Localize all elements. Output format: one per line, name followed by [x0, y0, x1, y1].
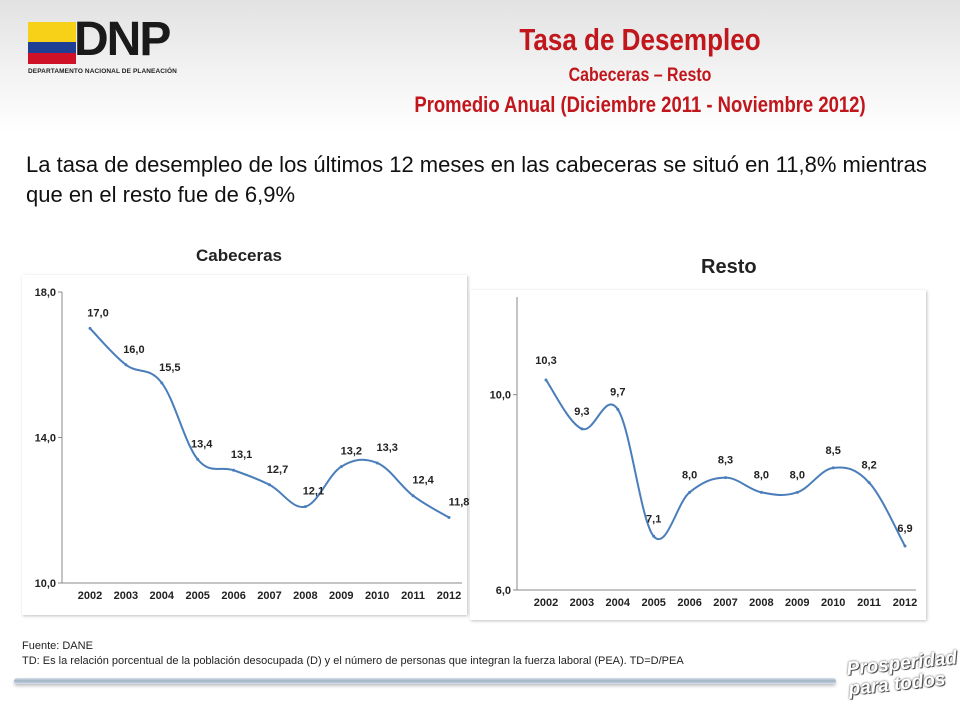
x-tick-label: 2005 [641, 597, 665, 609]
data-point [88, 326, 92, 330]
x-tick-label: 2008 [749, 597, 773, 609]
page-title: Tasa de Desempleo [519, 22, 761, 57]
x-tick-label: 2003 [114, 590, 138, 602]
data-point [268, 483, 271, 487]
dnp-logo: DNP DEPARTAMENTO NACIONAL DE PLANEACIÓN [28, 13, 188, 75]
logo-subtext: DEPARTAMENTO NACIONAL DE PLANEACIÓN [28, 68, 177, 75]
x-tick-label: 2008 [293, 590, 317, 602]
definition-note: TD: Es la relación porcentual de la pobl… [22, 655, 684, 667]
data-label: 13,3 [376, 442, 397, 454]
x-tick-label: 2006 [221, 590, 245, 602]
data-label: 13,4 [191, 438, 213, 450]
page-subtitle-period: Promedio Anual (Diciembre 2011 - Noviemb… [414, 92, 866, 117]
data-point [616, 407, 620, 411]
y-tick-label: 18,0 [35, 287, 56, 299]
x-tick-label: 2012 [893, 597, 917, 609]
data-point [831, 466, 835, 470]
data-label: 10,3 [535, 355, 556, 367]
data-label: 12,7 [267, 464, 288, 476]
data-point [759, 490, 763, 494]
x-tick-label: 2006 [677, 597, 701, 609]
x-tick-label: 2002 [78, 590, 102, 602]
data-point [196, 457, 200, 461]
chart-title-resto: Resto [701, 256, 757, 278]
chart-frame-cabeceras: 10,0 14,0 18,0 2002 2003 2004 2005 2006 2007 2008… [22, 275, 470, 615]
x-tick-label: 2007 [257, 590, 281, 602]
x-tick-label: 2003 [570, 597, 594, 609]
prosperidad-logo: Prosperidad para todos [846, 648, 958, 705]
x-tick-label: 2011 [401, 590, 425, 602]
data-point [160, 381, 164, 385]
series-line [89, 327, 450, 519]
x-tick-label: 2007 [713, 597, 737, 609]
data-point [867, 481, 871, 485]
data-label: 12,1 [303, 486, 324, 498]
series-line [545, 379, 906, 547]
data-label: 9,7 [610, 386, 625, 398]
x-tick-label: 2012 [437, 590, 461, 602]
chart-cabeceras: 10,0 14,0 18,0 2002 2003 2004 2005 2006 2007 2008… [35, 287, 470, 602]
x-tick-label: 2009 [329, 590, 353, 602]
data-label: 6,9 [897, 523, 912, 535]
data-label: 8,0 [682, 469, 697, 481]
x-tick-label: 2010 [821, 597, 845, 609]
x-tick-label: 2009 [785, 597, 809, 609]
data-point [544, 378, 548, 382]
chart-title-cabeceras: Cabeceras [196, 246, 283, 265]
data-point [375, 461, 379, 465]
data-point [447, 516, 451, 520]
data-point [303, 505, 307, 509]
data-label: 13,2 [341, 446, 362, 458]
data-label: 12,4 [412, 475, 434, 487]
data-label: 8,3 [718, 455, 733, 467]
data-label: 16,0 [123, 344, 144, 356]
data-label: 8,5 [826, 445, 841, 457]
y-tick-label: 14,0 [35, 433, 56, 445]
data-label: 7,1 [646, 513, 661, 525]
data-label: 8,0 [790, 469, 805, 481]
data-point [688, 490, 692, 494]
y-tick-label: 6,0 [496, 585, 511, 597]
data-point [580, 427, 584, 431]
lead-paragraph: La tasa de desempleo de los últimos 12 m… [26, 152, 927, 207]
data-point [724, 476, 727, 480]
x-tick-label: 2010 [365, 590, 389, 602]
y-tick-label: 10,0 [35, 578, 56, 590]
source-note: Fuente: DANE [22, 640, 93, 652]
x-tick-label: 2004 [606, 597, 631, 609]
footer-divider [14, 678, 836, 684]
data-point [339, 465, 343, 469]
y-tick-label: 10,0 [490, 390, 511, 402]
data-label: 11,8 [449, 497, 470, 509]
x-tick-label: 2004 [150, 590, 175, 602]
data-label: 17,0 [87, 307, 108, 319]
data-label: 9,3 [574, 406, 589, 418]
data-point [232, 468, 236, 472]
chart-resto: 6,0 10,0 2002 2003 2004 2005 2006 2007 2008 2009 2… [490, 297, 917, 609]
x-tick-label: 2005 [185, 590, 209, 602]
data-point [411, 494, 415, 498]
data-label: 15,5 [159, 362, 180, 374]
page-subtitle: Cabeceras – Resto [568, 65, 712, 86]
x-tick-label: 2002 [534, 597, 558, 609]
colombia-flag-icon [28, 22, 76, 64]
data-point [903, 544, 907, 548]
data-point [652, 534, 656, 538]
header-band [0, 0, 960, 135]
data-point [795, 490, 799, 494]
data-label: 8,0 [754, 469, 769, 481]
chart-frame-resto: 6,0 10,0 2002 2003 2004 2005 2006 2007 2008 2009 2… [470, 290, 926, 620]
x-tick-label: 2011 [857, 597, 881, 609]
data-label: 13,1 [231, 449, 252, 461]
logo-wordmark: DNP [74, 13, 171, 66]
data-point [124, 363, 128, 367]
data-label: 8,2 [861, 460, 876, 472]
